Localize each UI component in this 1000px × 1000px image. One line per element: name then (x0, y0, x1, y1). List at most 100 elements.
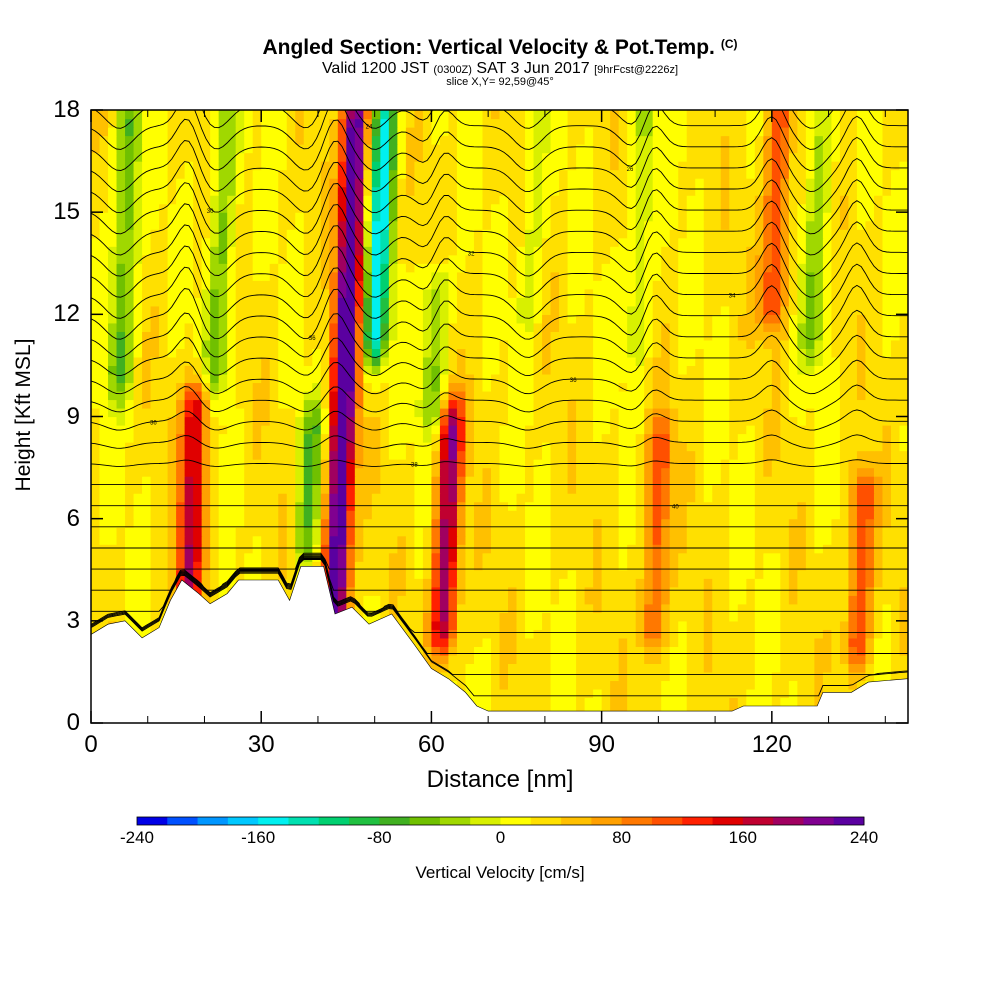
field-cell (601, 365, 611, 375)
field-cell (405, 561, 415, 571)
field-cell (278, 407, 288, 418)
field-cell (814, 493, 824, 503)
field-cell (354, 297, 364, 307)
field-cell (227, 552, 237, 562)
field-cell (439, 288, 450, 298)
field-cell (125, 561, 135, 571)
field-cell (890, 322, 901, 332)
field-cell (142, 586, 152, 596)
field-cell (763, 373, 773, 384)
field-cell (814, 365, 824, 375)
field-cell (142, 603, 152, 613)
field-cell (593, 569, 603, 579)
field-cell (252, 305, 262, 315)
field-cell (91, 612, 101, 622)
field-cell (184, 578, 194, 588)
field-cell (567, 339, 577, 349)
field-cell (805, 390, 815, 401)
field-cell (235, 561, 245, 571)
field-cell (788, 535, 798, 545)
field-cell (380, 501, 390, 511)
field-cell (525, 484, 535, 494)
field-cell (405, 586, 415, 596)
field-cell (439, 654, 450, 664)
field-cell (278, 348, 288, 358)
field-cell (831, 280, 841, 290)
field-cell (856, 459, 867, 469)
field-cell (805, 535, 815, 545)
field-cell (797, 654, 807, 664)
field-cell (627, 390, 637, 401)
field-cell (227, 493, 237, 503)
field-cell (661, 561, 671, 571)
field-cell (235, 467, 245, 477)
field-cell (703, 399, 713, 409)
field-cell (337, 527, 347, 537)
field-cell (235, 339, 245, 349)
field-cell (593, 527, 603, 537)
field-cell (712, 280, 722, 290)
field-cell (856, 501, 867, 511)
field-cell (142, 501, 152, 511)
field-cell (822, 680, 833, 690)
field-cell (831, 629, 841, 639)
field-cell (865, 663, 875, 673)
field-cell (337, 365, 347, 375)
field-cell (218, 450, 228, 460)
field-cell (176, 297, 186, 307)
field-cell (91, 322, 101, 332)
field-cell (465, 407, 475, 418)
field-cell (550, 305, 560, 315)
field-cell (593, 510, 603, 520)
field-cell (788, 467, 798, 477)
field-cell (227, 390, 237, 401)
field-cell (371, 467, 381, 477)
field-cell (805, 501, 815, 511)
field-cell (508, 356, 518, 367)
field-cell (295, 416, 305, 426)
field-cell (890, 348, 901, 358)
field-cell (329, 544, 339, 554)
field-cell (371, 382, 381, 392)
field-cell (780, 322, 790, 332)
field-cell (720, 544, 730, 554)
field-cell (763, 484, 773, 494)
field-cell (278, 382, 288, 392)
field-cell (482, 433, 492, 443)
field-cell (661, 552, 671, 562)
field-cell (414, 407, 424, 418)
field-cell (142, 382, 152, 392)
field-cell (125, 527, 135, 537)
field-cell (329, 331, 339, 341)
field-cell (882, 339, 892, 349)
field-cell (414, 535, 424, 545)
field-cell (167, 339, 177, 349)
field-cell (184, 433, 194, 443)
field-cell (567, 390, 577, 401)
field-cell (525, 365, 535, 375)
field-cell (737, 314, 747, 324)
field-cell (737, 407, 747, 418)
field-cell (771, 688, 781, 699)
field-cell (559, 569, 569, 579)
field-cell (644, 603, 654, 613)
field-cell (91, 544, 101, 554)
field-cell (635, 544, 645, 554)
field-cell (116, 390, 126, 401)
field-cell (312, 501, 322, 511)
field-cell (516, 561, 526, 571)
field-cell (320, 552, 330, 562)
field-cell (797, 663, 807, 673)
field-cell (576, 535, 586, 545)
field-cell (91, 569, 101, 579)
field-cell (797, 671, 807, 682)
field-cell (431, 450, 441, 460)
field-cell (576, 578, 586, 588)
field-cell (746, 535, 756, 545)
field-cell (261, 518, 271, 528)
field-cell (448, 484, 458, 494)
field-cell (516, 442, 526, 452)
field-cell (508, 544, 518, 554)
field-cell (763, 280, 773, 290)
field-cell (737, 518, 747, 528)
